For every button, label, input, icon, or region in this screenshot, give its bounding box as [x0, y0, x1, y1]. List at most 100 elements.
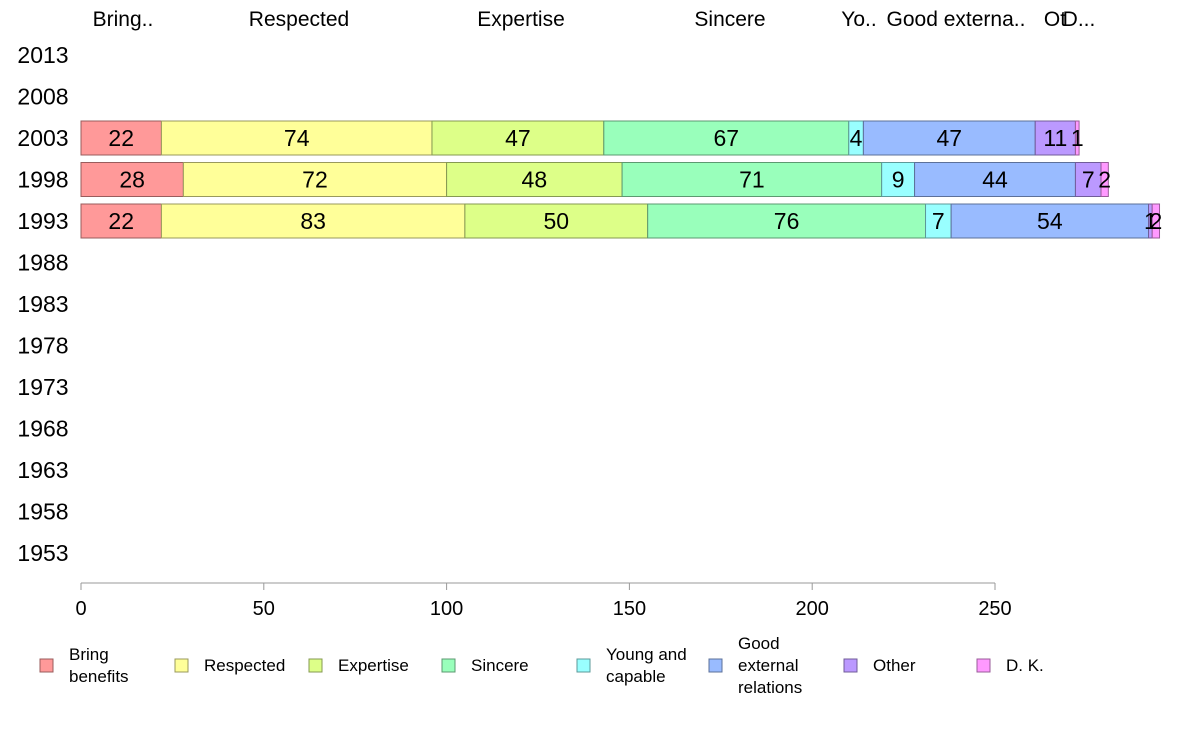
legend-label-expertise-line-0: Expertise [338, 656, 409, 675]
bar-segment-d-k-2003 [1074, 120, 1080, 156]
bar-value-labels: 22 74 47 67 4 47 11 128 72 48 71 9 44 7 222 83 50 76 7 54 12 [108, 125, 1162, 234]
bar-segment-respected-2003 [160, 120, 433, 156]
bar-label-respected-1998: 72 [302, 167, 328, 193]
bar-label-sincere-2003: 67 [713, 125, 739, 151]
bar-segment-sincere-1993 [647, 203, 927, 239]
x-tick-label-150: 150 [613, 598, 646, 620]
legend-swatch-other [843, 658, 858, 673]
column-headers: Bring.. Respected Expertise Sincere Yo.. Good… [93, 8, 1096, 31]
y-tick-label-1963: 1963 [17, 457, 68, 483]
bar-segment-bring-benefits-1993 [80, 203, 162, 239]
legend-swatch-bring-benefits [39, 658, 54, 673]
legend-item-expertise: Expertise [308, 656, 409, 675]
y-tick-label-1958: 1958 [17, 499, 68, 525]
bar-label-young-and-capable-2003: 4 [850, 125, 863, 151]
legend-item-good-external-relations: Good external relations [708, 634, 802, 697]
legend-item-respected: Respected [174, 656, 285, 675]
legend-swatch-d-k [976, 658, 991, 673]
bar-segments [80, 120, 1161, 239]
bar-label-expertise-1993: 50 [543, 208, 569, 234]
legend-swatch-expertise [308, 658, 323, 673]
y-tick-label-2013: 2013 [17, 42, 68, 68]
bar-segment-young-and-capable-1993 [925, 203, 952, 239]
legend-label-bring-benefits-line-1: benefits [69, 667, 129, 686]
legend-label-bring-benefits-line-0: Bring [69, 645, 109, 664]
bar-label-good-external-relations-1998: 44 [982, 167, 1008, 193]
bar-segment-sincere-1998 [621, 162, 883, 197]
y-tick-label-2003: 2003 [17, 125, 68, 151]
legend-label-young-and-capable-line-1: capable [606, 667, 666, 686]
bar-label-good-external-relations-2003: 47 [937, 125, 963, 151]
bar-label-good-external-relations-1993: 54 [1037, 208, 1063, 234]
column-header-good-externa: Good externa.. [887, 8, 1026, 31]
bar-label-young-and-capable-1998: 9 [892, 167, 905, 193]
legend-swatch-respected [174, 658, 189, 673]
legend-label-other-line-0: Other [873, 656, 916, 675]
legend-item-d-k: D. K. [976, 656, 1044, 675]
x-tick-label-100: 100 [430, 598, 463, 620]
y-tick-label-1978: 1978 [17, 333, 68, 359]
bar-segment-respected-1993 [160, 203, 466, 239]
y-tick-label-1973: 1973 [17, 374, 68, 400]
column-header-bring: Bring.. [93, 8, 154, 31]
column-header-ot: Ot [1044, 8, 1066, 31]
bar-segment-expertise-1993 [464, 203, 649, 239]
legend-label-d-k-line-0: D. K. [1006, 656, 1044, 675]
bar-label-expertise-1998: 48 [522, 167, 548, 193]
x-tick-label-50: 50 [253, 598, 275, 620]
y-tick-label-1988: 1988 [17, 250, 68, 276]
bar-segment-d-k-1998 [1100, 162, 1109, 197]
bar-label-other-1993: 1 [1144, 208, 1157, 234]
legend-item-young-and-capable: Young and capable [576, 645, 687, 686]
legend-label-respected-line-0: Respected [204, 656, 285, 675]
bar-label-expertise-2003: 47 [505, 125, 531, 151]
y-tick-label-1968: 1968 [17, 416, 68, 442]
legend-label-good-external-relations-line-1: external [738, 656, 798, 675]
column-header-d: D... [1063, 8, 1096, 31]
legend-swatch-sincere [441, 658, 456, 673]
bar-segment-bring-benefits-1998 [80, 162, 184, 197]
x-axis: 0 50 100 150 200 250 [75, 582, 1012, 620]
y-tick-label-1993: 1993 [17, 208, 68, 234]
bar-label-sincere-1998: 71 [739, 167, 765, 193]
bar-label-respected-1993: 83 [300, 208, 326, 234]
bar-segment-good-external-relations-2003 [862, 120, 1036, 156]
legend-item-other: Other [843, 656, 916, 675]
legend-label-young-and-capable-line-0: Young and [606, 645, 687, 664]
bar-label-respected-2003: 74 [284, 125, 310, 151]
bar-label-d-k-1993: 2 [1149, 208, 1162, 234]
legend-swatch-young-and-capable [576, 658, 591, 673]
bar-label-d-k-2003: 1 [1071, 125, 1084, 151]
legend-swatch-good-external-relations [708, 658, 723, 673]
x-tick-label-0: 0 [75, 598, 86, 620]
bar-segment-good-external-relations-1998 [914, 162, 1076, 197]
bar-label-bring-benefits-2003: 22 [108, 125, 134, 151]
legend-label-good-external-relations-line-2: relations [738, 678, 802, 697]
column-header-yo: Yo.. [841, 8, 876, 31]
y-axis-labels: 2013 2008 2003 1998 1993 1988 1983 1978 1973 1968… [17, 42, 68, 566]
bar-segment-d-k-1993 [1151, 203, 1161, 239]
column-header-respected: Respected [249, 8, 349, 31]
bar-label-bring-benefits-1993: 22 [108, 208, 134, 234]
y-tick-label-2008: 2008 [17, 84, 68, 110]
bar-segment-good-external-relations-1993 [950, 203, 1150, 239]
y-tick-label-1983: 1983 [17, 291, 68, 317]
x-tick-label-250: 250 [978, 598, 1011, 620]
y-tick-label-1998: 1998 [17, 167, 68, 193]
bar-segment-other-2003 [1034, 120, 1076, 156]
x-tick-label-200: 200 [796, 598, 829, 620]
bar-label-bring-benefits-1998: 28 [119, 167, 145, 193]
column-header-expertise: Expertise [477, 8, 565, 31]
legend: Bring benefits Respected Expertise Sincere Yo… [39, 634, 1044, 697]
legend-label-sincere-line-0: Sincere [471, 656, 529, 675]
bar-label-young-and-capable-1993: 7 [932, 208, 945, 234]
bar-segment-respected-1998 [182, 162, 448, 197]
bar-label-d-k-1998: 2 [1098, 167, 1111, 193]
bar-segment-expertise-1998 [446, 162, 623, 197]
y-tick-label-1953: 1953 [17, 540, 68, 566]
legend-item-sincere: Sincere [441, 656, 529, 675]
bar-label-other-1998: 7 [1082, 167, 1095, 193]
column-header-sincere: Sincere [694, 8, 765, 31]
legend-item-bring-benefits: Bring benefits [39, 645, 129, 686]
